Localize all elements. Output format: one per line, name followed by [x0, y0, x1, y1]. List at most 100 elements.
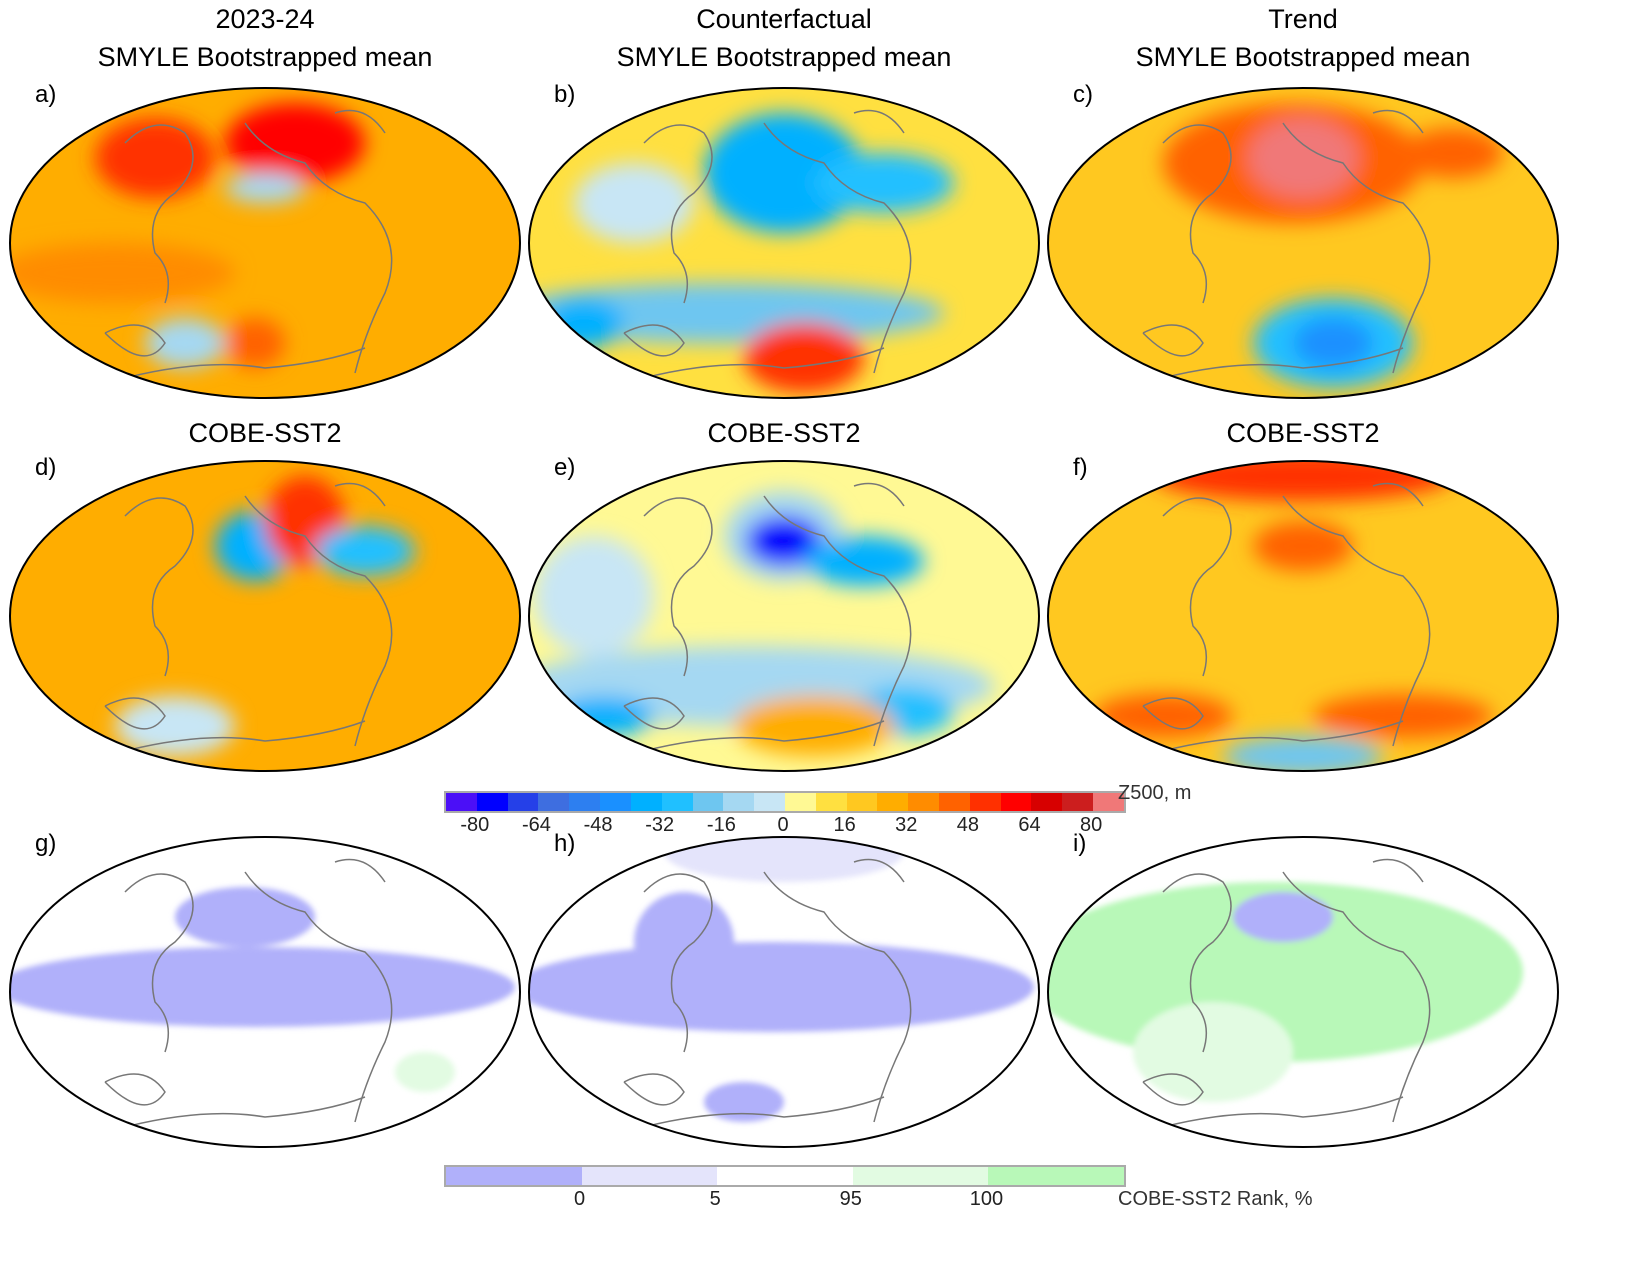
anomaly-region	[744, 323, 864, 393]
anomaly-region	[1248, 118, 1358, 198]
col3-title: Trend	[1268, 4, 1338, 34]
colorbar-swatch	[581, 1167, 718, 1185]
anomaly-region	[225, 173, 305, 203]
colorbar-swatch	[692, 793, 724, 811]
z500-colorbar-label: Z500, m	[1118, 782, 1192, 804]
coastlines	[623, 109, 912, 379]
panel-label: i)	[1073, 830, 1087, 857]
map-panel-h	[528, 836, 1040, 1148]
panel-label: g)	[35, 830, 57, 857]
colorbar-swatch	[630, 793, 662, 811]
panel-label: d)	[35, 454, 57, 481]
map-outline	[9, 836, 521, 1148]
map-panel-i	[1047, 836, 1559, 1148]
colorbar-tick-label: 0	[574, 1188, 586, 1210]
panel-label: b)	[554, 81, 576, 108]
colorbar-swatch	[1062, 793, 1094, 811]
colorbar-swatch	[908, 793, 939, 811]
anomaly-region	[395, 1052, 455, 1092]
colorbar-swatch	[784, 793, 816, 811]
anomaly-region	[1093, 694, 1233, 738]
colorbar-swatch	[1000, 793, 1032, 811]
z500-colorbar	[444, 791, 1126, 813]
map-outline	[9, 460, 521, 772]
colorbar-swatch	[939, 793, 970, 811]
rank-colorbar-label: COBE-SST2 Rank, %	[1118, 1188, 1313, 1210]
anomaly-region	[1233, 892, 1333, 942]
col2-title: Counterfactual	[696, 4, 872, 34]
anomaly-region	[574, 163, 694, 243]
panel-label: h)	[554, 830, 576, 857]
colorbar-swatch	[569, 793, 601, 811]
colorbar-swatch	[538, 793, 570, 811]
panel-label: a)	[35, 81, 57, 108]
anomaly-region	[704, 1082, 784, 1122]
colorbar-swatch	[852, 1167, 989, 1185]
map-outline	[528, 836, 1040, 1148]
coastlines	[1142, 858, 1431, 1128]
anomaly-region	[634, 892, 734, 992]
colorbar-swatch	[600, 793, 631, 811]
colorbar-swatch	[446, 793, 477, 811]
anomaly-region	[10, 243, 235, 303]
anomaly-region	[804, 536, 924, 586]
col3-subtitle: SMYLE Bootstrapped mean	[1135, 42, 1471, 72]
col1-subtitle: SMYLE Bootstrapped mean	[97, 42, 433, 72]
map-panel-c	[1047, 87, 1559, 399]
anomaly-region	[115, 696, 235, 756]
colorbar-tick-label: 95	[839, 1188, 862, 1210]
colorbar-tick-label: -48	[583, 814, 613, 836]
map-outline	[528, 460, 1040, 772]
colorbar-tick-label: 100	[969, 1188, 1004, 1210]
coastlines	[623, 482, 912, 752]
anomaly-region	[544, 298, 624, 348]
colorbar-swatch	[1093, 793, 1124, 811]
anomaly-region	[315, 526, 415, 576]
anomaly-region	[1313, 694, 1493, 738]
anomaly-region	[734, 696, 894, 756]
anomaly-region	[664, 837, 904, 882]
anomaly-region	[1403, 128, 1503, 178]
rank-colorbar	[444, 1165, 1126, 1187]
colorbar-tick-label: -16	[706, 814, 736, 836]
map-field	[10, 461, 520, 771]
anomaly-region	[10, 947, 515, 1027]
col1-title: 2023-24	[215, 4, 315, 34]
coastlines	[1142, 109, 1431, 379]
colorbar-tick-label: -64	[522, 814, 551, 836]
colorbar-swatch	[717, 1167, 853, 1185]
anomaly-region	[1223, 736, 1383, 771]
colorbar-swatch	[1031, 793, 1063, 811]
map-outline	[1047, 87, 1559, 399]
row2-title-3: COBE-SST2	[1226, 418, 1380, 448]
colorbar-tick-label: 5	[709, 1188, 721, 1210]
anomaly-region	[704, 113, 864, 233]
colorbar-swatch	[988, 1167, 1124, 1185]
map-outline	[1047, 460, 1559, 772]
map-panel-b	[528, 87, 1040, 399]
colorbar-swatch	[969, 793, 1001, 811]
anomaly-region	[534, 536, 654, 656]
row2-title-2: COBE-SST2	[707, 418, 861, 448]
anomaly-region	[554, 696, 654, 736]
map-outline	[9, 87, 521, 399]
map-outline	[1047, 836, 1559, 1148]
colorbar-swatch	[815, 793, 847, 811]
colorbar-tick-label: 80	[1080, 814, 1103, 836]
colorbar-swatch	[877, 793, 909, 811]
colorbar-tick-label: 48	[956, 814, 980, 836]
anomaly-region	[1133, 1002, 1293, 1102]
panel-label: e)	[554, 454, 576, 481]
colorbar-swatch	[754, 793, 785, 811]
colorbar-tick-label: 16	[833, 814, 856, 836]
map-outline	[528, 87, 1040, 399]
anomaly-region	[1048, 882, 1523, 1062]
row2-title-1: COBE-SST2	[188, 418, 342, 448]
panel-label: f)	[1073, 454, 1088, 481]
coastlines	[104, 482, 393, 752]
anomaly-region	[814, 153, 954, 213]
anomaly-region	[1293, 318, 1373, 368]
colorbar-tick-label: -80	[460, 814, 490, 836]
map-panel-g	[9, 836, 521, 1148]
